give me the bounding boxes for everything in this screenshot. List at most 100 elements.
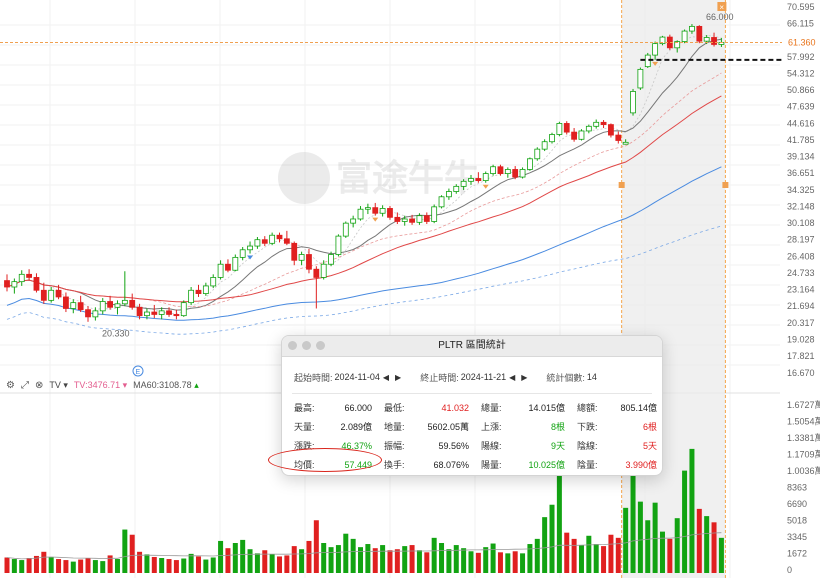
volume-bar [380,545,386,573]
candle-body [85,309,91,318]
start-prev-icon[interactable]: ◀ [382,372,390,382]
candle-body [144,311,150,317]
candle [166,307,172,317]
candle [445,188,452,200]
candle [593,119,600,129]
expand-icon[interactable]: ⤢ [20,379,29,391]
candle-body [188,289,195,304]
panel-title: PLTR 區間統計 [438,340,506,351]
signal-marker-icon [652,61,659,66]
selected-range-bounds[interactable] [621,0,726,578]
stat-label: 上漲: [481,422,502,432]
volume-tick-label: 1.5054萬 [787,416,820,427]
stat-label: 下跌: [577,422,598,432]
candle-body [70,302,77,309]
start-next-icon[interactable]: ▶ [395,372,402,382]
stat-label: 最低: [384,403,405,413]
candle-body [512,169,519,178]
volume-bar [78,559,84,573]
candle [652,41,659,60]
price-tick-label: 44.616 [787,118,815,128]
candle [202,282,209,296]
candle-body [600,121,607,125]
volume-bar [372,548,378,573]
volume-bar [254,553,260,573]
chart-element [717,2,727,11]
volume-tick-label: 1.6727萬 [787,399,820,410]
stat-label: 陽線: [481,441,502,451]
end-next-icon[interactable]: ▶ [521,372,528,382]
candle [136,303,143,320]
volume-ma-line [6,532,722,560]
gear-icon[interactable]: ⚙ [6,379,15,391]
candle-body [608,124,614,136]
price-tick-label: 20.317 [787,318,815,328]
candle-body [180,302,187,317]
tv-value[interactable]: TV:3476.71 ▾ [73,379,128,390]
zoom-window-button[interactable] [316,341,325,350]
volume-bar [195,556,201,573]
range-stats-panel[interactable]: PLTR 區間統計 起始時間: 2024-11-04 ◀ ▶ 終止時間: 2024… [281,335,663,476]
candle-body [578,130,585,140]
close-window-button[interactable] [288,341,297,350]
volume-bar [556,457,562,573]
candle [269,232,276,246]
candle-body [438,196,445,208]
ma120-line [6,225,722,335]
candle-body [276,234,283,240]
stat-value: 59.56% [438,440,469,451]
period-high-label: 66.000 [706,12,734,22]
close-icon[interactable]: ⊗ [34,379,44,391]
ma30-line [6,95,722,303]
volume-bar [63,560,69,573]
candle [33,273,40,293]
end-time-value: 2024-11-21 [460,372,507,382]
volume-bar [284,555,290,573]
end-prev-icon[interactable]: ◀ [509,372,516,382]
stat-value: 41.032 [441,402,469,413]
candle [26,269,32,281]
candle [158,307,165,320]
volume-bar [26,558,32,573]
candle-body [136,306,143,317]
volume-bar [652,502,658,573]
candle [114,300,121,315]
volume-bar [210,557,216,573]
candle [151,304,158,319]
volume-bar [674,518,680,573]
volume-bar [92,560,98,573]
volume-bar [645,520,651,573]
volume-bar [350,538,356,573]
stat-value: 5602.05萬 [427,422,469,432]
candle [490,164,496,176]
candle-body [431,206,438,222]
stat-value: 66.000 [344,402,372,413]
signal-marker-icon [372,217,379,222]
volume-bar [269,554,275,573]
candle-body [659,36,666,45]
candle [357,206,364,221]
candle-body [306,254,312,270]
candle-body [121,299,128,305]
volume-ma60-line [6,532,722,560]
candle-body [269,234,276,244]
minimize-window-button[interactable] [302,341,311,350]
divider [292,393,652,394]
volume-tick-label: 8363 [787,483,807,493]
indicator-selector[interactable]: TV ▾ [49,379,68,390]
stat-value: 10.025億 [528,460,565,470]
panel-titlebar[interactable]: PLTR 區間統計 [282,336,662,357]
tv-value-text: TV:3476.71 [73,379,121,390]
selected-range-highlight[interactable] [621,0,726,578]
candle-body [549,134,555,143]
volume-bar [387,550,393,573]
candle [55,284,62,300]
candle-body [40,289,47,301]
stat-value: 805.14億 [620,403,657,413]
candle [180,300,187,317]
price-tick-label: 34.325 [787,185,815,195]
volume-bar [630,433,636,573]
price-tick-label: 19.028 [787,334,815,344]
candle [534,147,541,161]
